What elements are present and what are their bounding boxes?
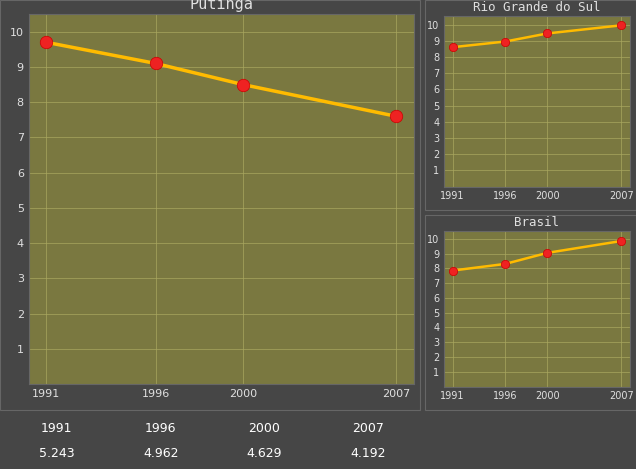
Point [448, 44, 458, 51]
Point [543, 30, 553, 37]
Text: 4.962: 4.962 [143, 447, 178, 460]
Text: 4.192: 4.192 [350, 447, 386, 460]
Point [391, 113, 401, 120]
Title: Putinga: Putinga [189, 0, 253, 12]
Point [150, 60, 160, 67]
Text: 2007: 2007 [352, 422, 384, 435]
Point [448, 267, 458, 274]
Point [543, 249, 553, 257]
Title: Brasil: Brasil [515, 216, 559, 229]
Point [500, 38, 510, 45]
Point [500, 260, 510, 268]
Title: Rio Grande do Sul: Rio Grande do Sul [473, 1, 600, 14]
Text: 4.629: 4.629 [247, 447, 282, 460]
Text: 1996: 1996 [145, 422, 176, 435]
Point [238, 81, 248, 88]
Text: 5.243: 5.243 [39, 447, 74, 460]
Text: 2000: 2000 [249, 422, 280, 435]
Point [41, 38, 52, 46]
Point [616, 22, 626, 29]
Point [616, 237, 626, 245]
Text: 1991: 1991 [41, 422, 73, 435]
